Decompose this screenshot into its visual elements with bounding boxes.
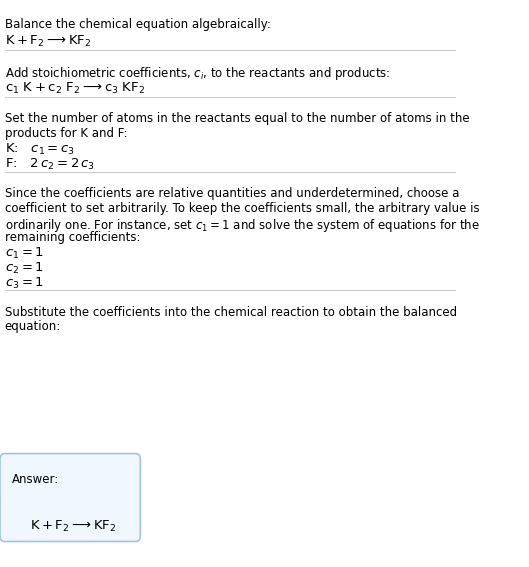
Text: Since the coefficients are relative quantities and underdetermined, choose a: Since the coefficients are relative quan…: [5, 187, 459, 200]
Text: $\mathrm{c_1\ K + c_2\ F_2 \longrightarrow c_3\ KF_2}$: $\mathrm{c_1\ K + c_2\ F_2 \longrightarr…: [5, 81, 145, 96]
Text: Answer:: Answer:: [12, 473, 59, 486]
Text: equation:: equation:: [5, 320, 61, 333]
Text: $\mathrm{K + F_2 \longrightarrow KF_2}$: $\mathrm{K + F_2 \longrightarrow KF_2}$: [30, 519, 116, 534]
FancyBboxPatch shape: [0, 454, 140, 541]
Text: coefficient to set arbitrarily. To keep the coefficients small, the arbitrary va: coefficient to set arbitrarily. To keep …: [5, 202, 479, 215]
Text: $c_1 = 1$: $c_1 = 1$: [5, 246, 44, 261]
Text: Add stoichiometric coefficients, $c_i$, to the reactants and products:: Add stoichiometric coefficients, $c_i$, …: [5, 65, 390, 82]
Text: remaining coefficients:: remaining coefficients:: [5, 231, 140, 244]
Text: ordinarily one. For instance, set $c_1 = 1$ and solve the system of equations fo: ordinarily one. For instance, set $c_1 =…: [5, 217, 479, 234]
Text: $c_2 = 1$: $c_2 = 1$: [5, 261, 44, 276]
Text: Set the number of atoms in the reactants equal to the number of atoms in the: Set the number of atoms in the reactants…: [5, 112, 469, 125]
Text: $\mathrm{K + F_2 \longrightarrow KF_2}$: $\mathrm{K + F_2 \longrightarrow KF_2}$: [5, 34, 91, 49]
Text: F:   $2\,c_2 = 2\,c_3$: F: $2\,c_2 = 2\,c_3$: [5, 156, 95, 172]
Text: Balance the chemical equation algebraically:: Balance the chemical equation algebraica…: [5, 18, 270, 31]
Text: $c_3 = 1$: $c_3 = 1$: [5, 276, 44, 291]
Text: K:   $c_1 = c_3$: K: $c_1 = c_3$: [5, 142, 75, 157]
Text: products for K and F:: products for K and F:: [5, 127, 127, 140]
Text: Substitute the coefficients into the chemical reaction to obtain the balanced: Substitute the coefficients into the che…: [5, 306, 457, 319]
